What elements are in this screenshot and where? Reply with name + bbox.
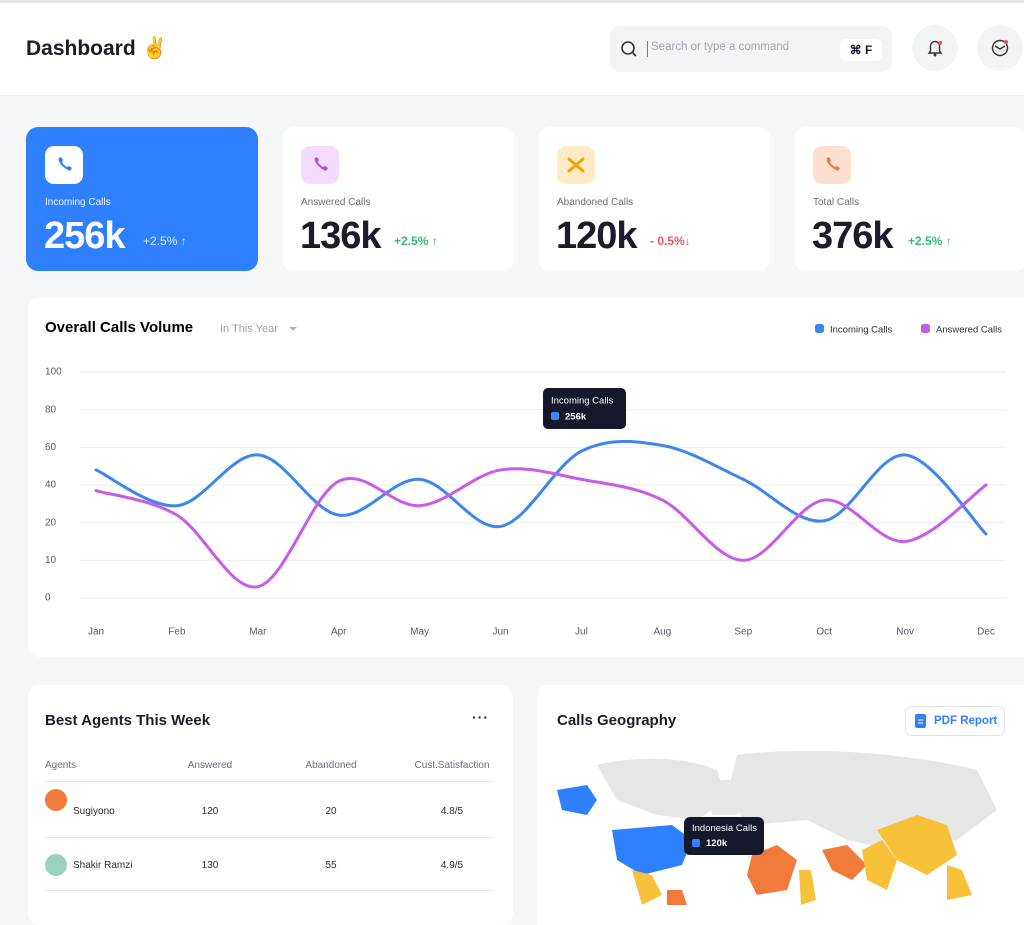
stat-change: +2.5% ↑ [394,234,438,248]
map-tooltip: Indonesia Calls 120k [684,817,764,855]
stat-icon [301,146,339,184]
pdf-icon [915,714,926,728]
x-tick-label: Nov [896,627,914,638]
stat-value: 120k [556,215,638,257]
x-tick-label: Aug [653,627,671,638]
shortcut-hint: ⌘ F [840,39,882,61]
y-tick-label: 40 [45,480,57,491]
top-bar: Dashboard ✌ Search or type a command ⌘ F [0,0,1024,96]
column-header: Cust.Satisfaction [414,760,490,771]
page: Dashboard ✌ Search or type a command ⌘ F… [0,0,1024,905]
tooltip-value: 120k [706,838,728,849]
x-tick-label: Feb [168,627,186,638]
column-header: Abandoned [305,760,357,771]
y-tick-label: 100 [45,367,62,378]
x-tick-label: Jan [88,627,104,638]
agents-card: Best Agents This Week ··· Agents Answere… [28,685,513,925]
chart-title: Overall Calls Volume [45,319,193,336]
button-label: PDF Report [934,715,998,727]
stat-value: 376k [812,215,894,257]
cell: 55 [325,860,337,871]
row-divider [45,837,494,838]
search-box[interactable]: Search or type a command ⌘ F [610,26,892,72]
x-tick-label: Sep [734,627,752,638]
row-divider [45,781,494,782]
stat-card[interactable]: Incoming Calls 256k +2.5% ↑ [26,127,258,271]
period-selector[interactable]: In This Year [220,323,278,335]
pdf-report-button[interactable]: PDF Report [905,706,1005,736]
tooltip-title: Incoming Calls [551,396,614,407]
row-divider [45,890,494,891]
stat-icon [45,146,83,184]
column-header: Answered [187,760,233,771]
legend-swatch [921,324,930,333]
x-tick-label: Apr [331,627,347,638]
cell: 4.8/5 [440,806,464,817]
y-tick-label: 20 [45,517,57,528]
tooltip-value: 256k [565,412,587,423]
stat-change: +2.5% ↑ [908,234,952,248]
page-title: Dashboard ✌ [26,37,168,60]
mail-button[interactable] [977,25,1023,71]
search-placeholder: Search or type a command [647,41,789,57]
column-header: Agents [45,760,77,771]
cell: 20 [325,806,337,817]
card-title: Calls Geography [557,712,677,729]
stat-value: 136k [300,215,382,257]
stat-icon [557,146,595,184]
legend-label: Answered Calls [936,325,1002,336]
y-tick-label: 10 [45,555,57,566]
stat-card[interactable]: Abandoned Calls 120k - 0.5%↓ [538,127,770,271]
more-button[interactable]: ··· [472,709,489,725]
x-tick-label: Mar [249,627,267,638]
x-tick-label: May [410,627,429,638]
stat-change: +2.5% ↑ [143,234,187,248]
chart-card [28,297,1024,657]
y-tick-label: 60 [45,442,57,453]
chart-tooltip: Incoming Calls 256k [543,388,626,429]
stat-icon [813,146,851,184]
stat-label: Incoming Calls [45,197,111,208]
y-tick-label: 80 [45,404,57,415]
legend-label: Incoming Calls [830,325,893,336]
bell-icon [927,40,943,57]
search-icon [621,41,637,57]
tooltip-swatch [692,839,700,847]
stat-label: Abandoned Calls [557,197,634,208]
avatar [45,789,67,811]
stat-label: Total Calls [813,197,860,208]
stat-card[interactable]: Answered Calls 136k +2.5% ↑ [282,127,514,271]
card-title: Best Agents This Week [45,712,211,729]
stat-card[interactable]: Total Calls 376k +2.5% ↑ [794,127,1024,271]
stat-label: Answered Calls [301,197,371,208]
agent-name: Sugiyono [73,806,115,817]
x-tick-label: Jul [575,627,588,638]
stat-change: - 0.5%↓ [650,234,691,248]
cell: 130 [201,860,219,871]
tooltip-title: Indonesia Calls [692,823,757,834]
x-tick-label: Jun [492,627,508,638]
series-line [94,439,988,536]
mail-icon [991,39,1009,57]
agent-name: Shakir Ramzi [73,860,133,871]
stat-value: 256k [44,215,126,257]
cell: 4.9/5 [440,860,464,871]
notification-button[interactable] [912,25,958,71]
y-tick-label: 0 [45,593,51,604]
line-chart: Overall Calls Volume In This Year 0 10 20 4… [45,319,1006,638]
tooltip-box [543,388,626,429]
world-map [557,750,997,905]
geography-card: Calls Geography PDF Report Indonesia Cal… [537,685,1024,925]
avatar [45,854,67,876]
dropdown-caret [289,327,297,331]
tooltip-swatch [551,412,559,420]
x-tick-label: Oct [816,627,832,638]
series-line [94,467,988,589]
cell: 120 [201,806,219,817]
x-tick-label: Dec [977,627,995,638]
legend-swatch [815,324,824,333]
